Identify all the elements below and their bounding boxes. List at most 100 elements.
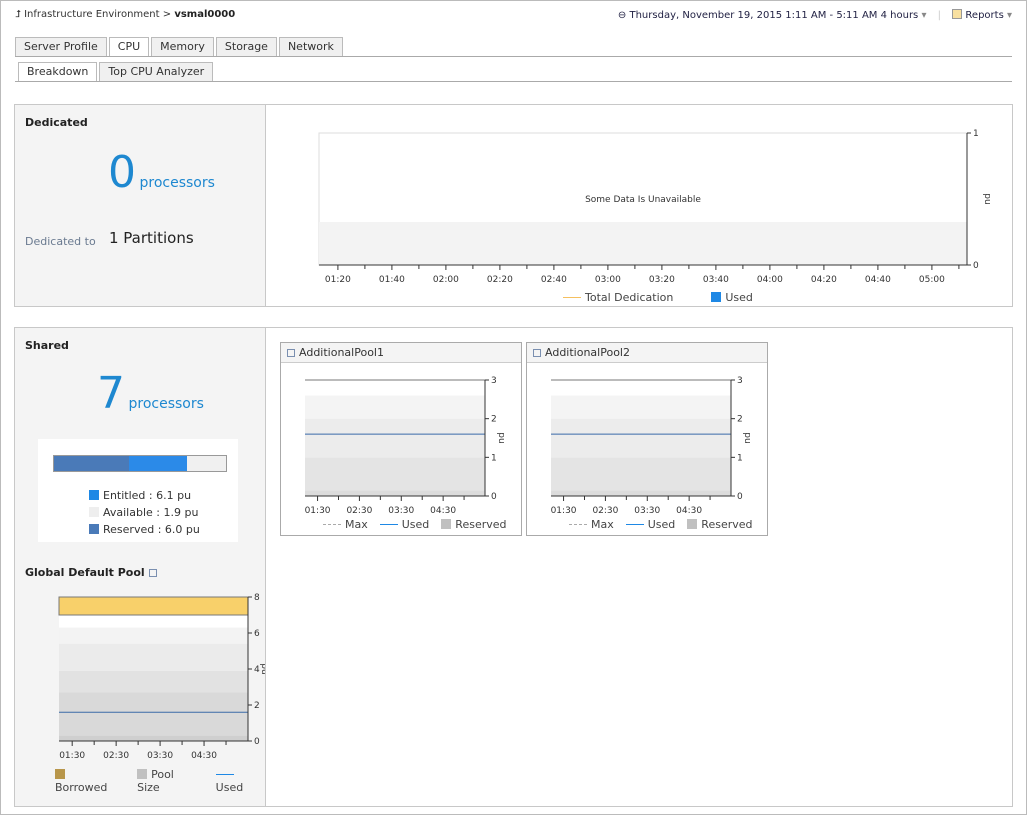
y-tick-label: 2 xyxy=(491,415,497,425)
tab-network[interactable]: Network xyxy=(278,37,343,56)
line-swatch-icon xyxy=(625,524,644,525)
borrowed-area xyxy=(58,596,249,616)
x-tick-label: 01:40 xyxy=(379,275,405,285)
legend-max: Max xyxy=(323,518,368,531)
band xyxy=(551,395,731,419)
dedicated-summary: Dedicated 0 processors Dedicated to 1 Pa… xyxy=(15,105,266,306)
global-pool-legend: Borrowed Pool Size Used xyxy=(55,768,265,794)
x-tick-label: 03:30 xyxy=(634,506,660,514)
y-axis-label: pu xyxy=(982,193,992,204)
pool-card-header[interactable]: AdditionalPool1 xyxy=(281,343,521,363)
square-swatch-icon xyxy=(89,490,99,500)
up-icon[interactable]: ⮥ xyxy=(15,9,21,20)
y-tick-label: 2 xyxy=(737,415,743,425)
y-tick-label: 1 xyxy=(491,453,497,463)
breadcrumb: ⮥ Infrastructure Environment > vsmal0000 xyxy=(15,9,235,20)
time-range-selector[interactable]: ⊖ Thursday, November 19, 2015 1:11 AM - … xyxy=(618,10,927,21)
breadcrumb-parent[interactable]: Infrastructure Environment xyxy=(24,9,160,20)
global-pool-chart: 0 2 4 6 8 01:30 02:30 03:30 04:30 pu xyxy=(58,593,265,761)
tab-top-cpu-analyzer[interactable]: Top CPU Analyzer xyxy=(99,62,214,81)
y-tick-label: 4 xyxy=(254,665,260,675)
band xyxy=(59,627,248,644)
expand-icon[interactable] xyxy=(148,569,157,577)
y-tick-label: 1 xyxy=(973,129,979,139)
x-tick-label: 05:00 xyxy=(919,275,945,285)
shared-count-value: 7 xyxy=(97,368,125,419)
y-tick-label: 8 xyxy=(254,593,260,603)
square-swatch-icon xyxy=(89,524,99,534)
band xyxy=(59,615,248,628)
reports-button[interactable]: Reports ▾ xyxy=(952,9,1012,21)
legend-used: Used xyxy=(215,768,265,794)
clock-icon: ⊖ xyxy=(617,10,627,21)
global-pool-title-text: Global Default Pool xyxy=(25,566,145,579)
y-tick-label: 3 xyxy=(737,376,743,386)
tab-memory[interactable]: Memory xyxy=(151,37,214,56)
unavailable-message: Some Data Is Unavailable xyxy=(585,195,701,205)
legend-label: Entitled : 6.1 pu xyxy=(103,489,192,502)
y-tick-label: 6 xyxy=(254,629,260,639)
tab-cpu[interactable]: CPU xyxy=(108,37,150,57)
band xyxy=(59,692,248,736)
divider: | xyxy=(937,10,942,21)
y-axis-label: pu xyxy=(496,432,506,443)
legend-label: Total Dedication xyxy=(585,291,674,304)
time-range-label: Thursday, November 19, 2015 1:11 AM - 5:… xyxy=(629,10,919,21)
dedicated-legend: Total Dedication Used xyxy=(563,291,753,304)
band xyxy=(551,457,731,491)
x-tick-label: 03:40 xyxy=(703,275,729,285)
expand-icon[interactable] xyxy=(287,349,295,357)
y-tick-label: 0 xyxy=(254,737,260,747)
shared-bar-box: Entitled : 6.1 pu Available : 1.9 pu Res… xyxy=(38,439,238,542)
shared-panel: Shared 7 processors Entitled : 6.1 pu Av… xyxy=(14,327,1013,807)
breadcrumb-separator: > xyxy=(162,9,172,20)
dedicated-panel: Dedicated 0 processors Dedicated to 1 Pa… xyxy=(14,104,1013,307)
reserved-segment xyxy=(54,456,129,471)
square-swatch-icon xyxy=(55,769,65,779)
reports-label: Reports xyxy=(965,10,1004,21)
shared-count-unit: processors xyxy=(128,396,204,412)
legend-reserved: Reserved xyxy=(687,518,753,531)
x-tick-label: 04:00 xyxy=(757,275,783,285)
x-tick-label: 01:30 xyxy=(305,506,331,514)
tab-server-profile[interactable]: Server Profile xyxy=(15,37,107,56)
global-pool-title[interactable]: Global Default Pool xyxy=(25,566,161,579)
pool-chart: 0 1 2 3 01:30 02:30 03:30 04:30 pu xyxy=(305,376,506,514)
entitled-segment xyxy=(128,456,187,471)
pool-legend: Max Used Reserved xyxy=(569,518,753,531)
legend-used: Used xyxy=(379,518,429,531)
x-tick-label: 01:30 xyxy=(551,506,577,514)
sub-tabs: Breakdown Top CPU Analyzer xyxy=(18,62,214,82)
pool-card-header[interactable]: AdditionalPool2 xyxy=(527,343,767,363)
legend-total-dedication: Total Dedication xyxy=(563,291,673,304)
pool-card-additionalpool1: AdditionalPool1 0 1 2 3 01:30 02:30 03:30 04:30… xyxy=(280,342,522,536)
tab-breakdown[interactable]: Breakdown xyxy=(18,62,98,82)
partitions-count: 1 Partitions xyxy=(109,229,194,247)
tab-divider xyxy=(15,56,1012,57)
x-tick-label: 02:00 xyxy=(433,275,459,285)
legend-label: Pool Size xyxy=(137,768,174,794)
pool-chart: 0 1 2 3 01:30 02:30 03:30 04:30 pu xyxy=(551,376,752,514)
tab-storage[interactable]: Storage xyxy=(215,37,277,56)
shared-count: 7 processors xyxy=(97,368,204,419)
x-tick-label: 02:40 xyxy=(541,275,567,285)
y-tick-label: 0 xyxy=(973,261,979,271)
x-tick-label: 04:20 xyxy=(811,275,837,285)
y-tick-label: 0 xyxy=(737,492,743,502)
y-tick-label: 2 xyxy=(254,701,260,711)
expand-icon[interactable] xyxy=(533,349,541,357)
x-tick-label: 04:30 xyxy=(191,751,217,761)
legend-reserved: Reserved xyxy=(441,518,507,531)
legend-max: Max xyxy=(569,518,614,531)
legend-reserved: Reserved : 6.0 pu xyxy=(89,521,200,538)
x-tick-label: 02:20 xyxy=(487,275,513,285)
x-tick-label: 02:30 xyxy=(346,506,372,514)
pool-title: AdditionalPool2 xyxy=(545,346,630,359)
subtab-divider xyxy=(15,81,1012,82)
y-tick-label: 1 xyxy=(737,453,743,463)
chevron-down-icon: ▾ xyxy=(921,10,927,21)
legend-borrowed: Borrowed xyxy=(55,768,121,794)
pool-card-additionalpool2: AdditionalPool2 0 1 2 3 01:30 02:30 03:30 04:30… xyxy=(526,342,768,536)
x-tick-label: 02:30 xyxy=(592,506,618,514)
square-swatch-icon xyxy=(137,769,148,779)
